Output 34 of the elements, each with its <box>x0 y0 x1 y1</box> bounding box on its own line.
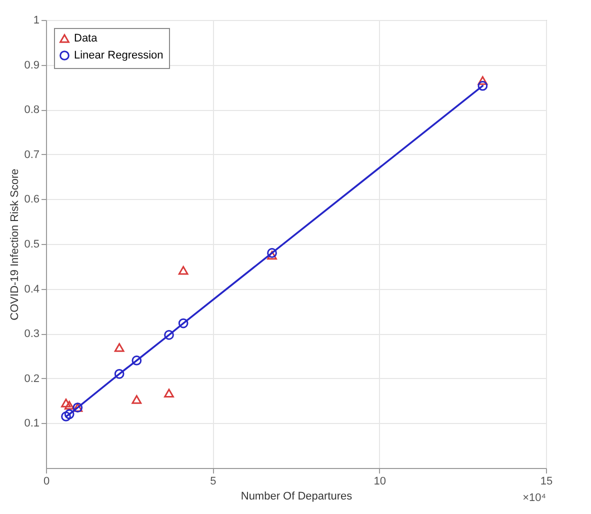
point <box>164 388 174 398</box>
y-tick-label: 0.5 <box>24 238 40 250</box>
point <box>478 76 488 85</box>
point <box>61 412 71 422</box>
y-tick-label: 0.6 <box>24 194 40 206</box>
point <box>132 395 142 404</box>
legend-label: Data <box>74 32 98 44</box>
text: ×10⁴ <box>522 492 546 504</box>
y-tick-label: 0.2 <box>24 372 40 385</box>
point <box>64 400 74 410</box>
point <box>478 80 488 91</box>
legend-label: Linear Regression <box>74 50 164 62</box>
y-tick-label: 0.8 <box>24 104 40 116</box>
x-axis-title: Number Of Departures <box>240 490 353 502</box>
y-tick-label: 0.9 <box>24 59 40 72</box>
x-tick-label: 15 <box>540 476 553 488</box>
point <box>164 330 174 340</box>
y-tick-label: 0.3 <box>24 328 40 340</box>
y-tick-label: 0.7 <box>24 148 40 161</box>
point <box>114 368 124 379</box>
y-axis-title: COVID-19 Infection Risk Score <box>9 168 22 320</box>
x-tick-label: 0 <box>43 476 50 488</box>
y-tick-label: 1 <box>33 14 40 26</box>
x-tick-label: 10 <box>374 476 386 488</box>
point <box>114 343 124 352</box>
point <box>61 398 71 408</box>
point <box>178 318 188 328</box>
y-tick-label: 0.1 <box>24 418 40 430</box>
point <box>178 266 188 275</box>
x-tick-label: 5 <box>210 476 216 488</box>
point <box>64 409 74 420</box>
point <box>267 250 277 260</box>
point <box>132 356 142 366</box>
y-tick-label: 0.4 <box>24 283 40 296</box>
